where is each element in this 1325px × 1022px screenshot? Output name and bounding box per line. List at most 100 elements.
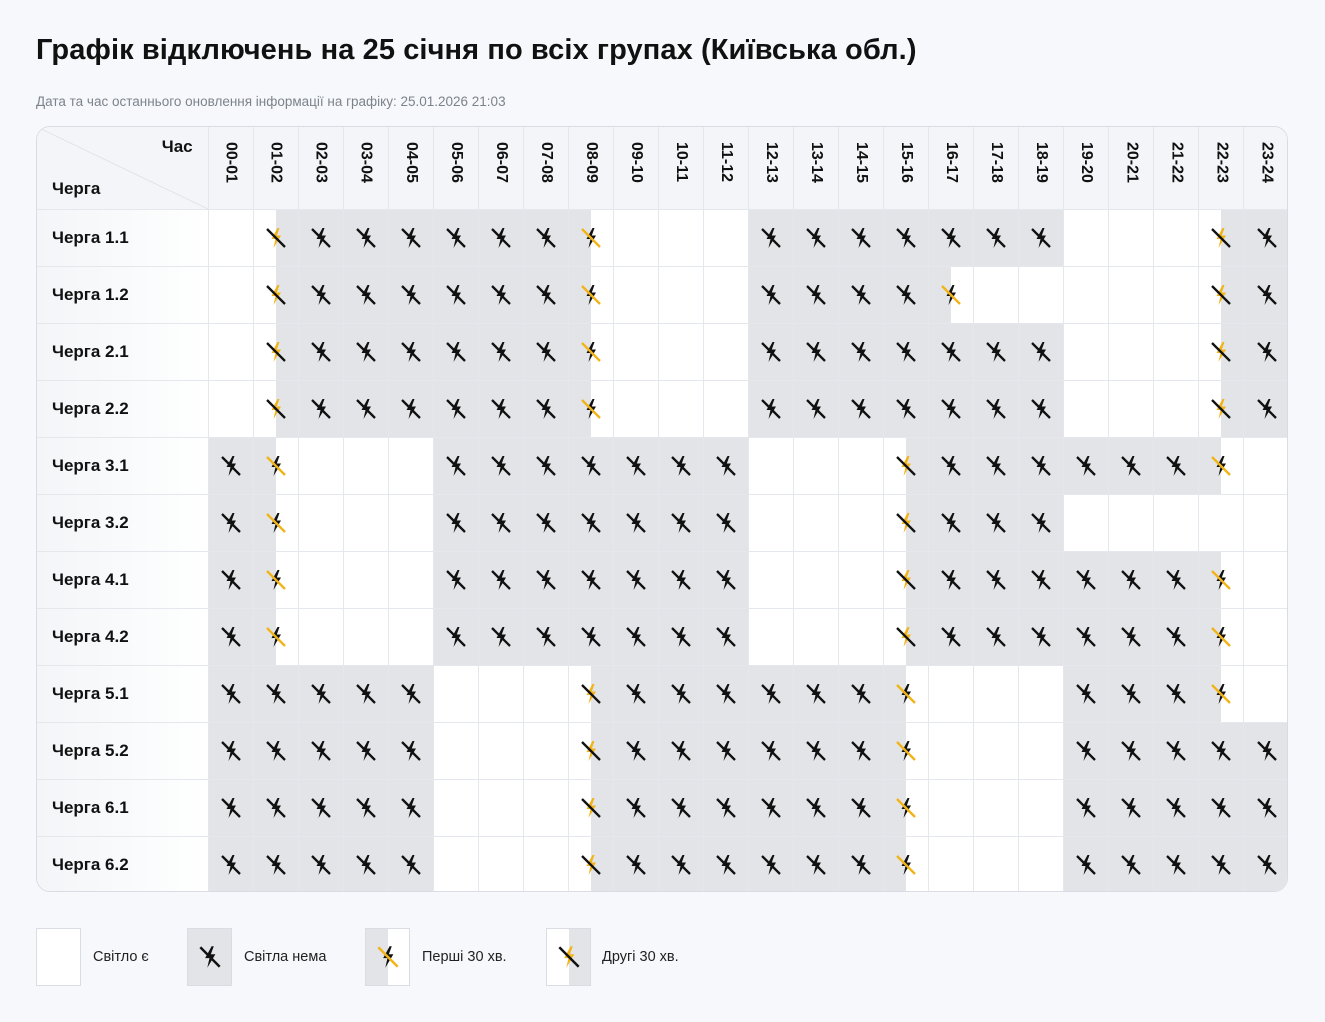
power-off-cell: [1018, 493, 1065, 552]
no-power-icon: [986, 569, 1006, 590]
no-power-icon: [986, 341, 1006, 362]
no-power-icon: [986, 455, 1006, 476]
power-off-cell: [1153, 664, 1200, 723]
power-off-cell: [702, 721, 750, 780]
power-on-cell: [432, 778, 479, 837]
power-off-second-half-cell: [252, 322, 299, 381]
power-on-cell: [702, 322, 750, 381]
no-power-icon: [1166, 626, 1187, 647]
power-on-cell: [387, 607, 434, 666]
no-power-icon: [1166, 797, 1187, 818]
power-off-cell: [207, 664, 254, 723]
power-off-first-half-cell: [252, 436, 299, 495]
queue-row: Черга 2.1: [37, 322, 1287, 381]
power-off-cell: [838, 835, 885, 891]
no-power-icon: [400, 854, 421, 875]
no-power-icon: [220, 512, 241, 533]
power-off-cell: [432, 208, 479, 267]
power-on-cell: [612, 322, 659, 381]
power-off-cell: [522, 322, 569, 381]
no-power-icon: [310, 740, 331, 761]
hour-label: 10-11: [672, 142, 690, 183]
power-on-cell: [657, 208, 704, 267]
power-off-cell: [838, 379, 885, 438]
queue-row: Черга 3.2: [37, 493, 1287, 552]
power-off-cell: [702, 778, 750, 837]
power-on-cell: [657, 265, 704, 324]
queue-label: Черга 1.1: [37, 208, 209, 267]
no-power-icon: [355, 398, 376, 419]
power-off-first-half-cell: [567, 265, 614, 324]
queue-row: Черга 1.2: [37, 265, 1287, 324]
power-off-cell: [883, 379, 930, 438]
power-on-cell: [477, 664, 524, 723]
power-off-cell: [1063, 778, 1110, 837]
power-off-cell: [1108, 550, 1155, 609]
power-on-cell: [1063, 208, 1110, 267]
power-off-cell: [928, 379, 975, 438]
power-off-cell: [387, 835, 434, 891]
no-power-icon: [400, 284, 421, 305]
no-power-first-half-icon: [896, 683, 916, 704]
power-off-cell: [342, 208, 389, 267]
power-on-cell: [1108, 265, 1155, 324]
power-off-cell: [838, 208, 885, 267]
no-power-icon: [1076, 626, 1097, 647]
no-power-icon: [851, 683, 871, 704]
power-on-cell: [387, 436, 434, 495]
power-on-cell: [342, 607, 389, 666]
power-off-cell: [342, 721, 389, 780]
hour-label: 14-15: [853, 142, 871, 183]
no-power-second-half-icon: [265, 227, 286, 248]
power-on-cell: [1063, 265, 1110, 324]
power-off-first-half-cell: [252, 550, 299, 609]
power-off-cell: [702, 835, 750, 891]
hour-column-header: 12-13: [747, 127, 795, 210]
no-power-icon: [355, 284, 376, 305]
power-off-cell: [297, 379, 344, 438]
power-off-cell: [928, 208, 975, 267]
hour-label: 18-19: [1033, 142, 1051, 183]
no-power-icon: [1256, 227, 1277, 248]
page-title: Графік відключень на 25 січня по всіх гр…: [36, 34, 917, 66]
hour-column-header: 02-03: [297, 127, 344, 210]
no-power-icon: [1166, 455, 1187, 476]
queue-row: Черга 5.1: [37, 664, 1287, 723]
power-off-second-half-cell: [252, 208, 299, 267]
no-power-icon: [310, 683, 331, 704]
power-off-cell: [1108, 778, 1155, 837]
queue-label: Черга 5.1: [37, 664, 209, 723]
no-power-icon: [626, 683, 646, 704]
power-on-cell: [477, 835, 524, 891]
no-power-icon: [1166, 569, 1187, 590]
power-off-cell: [1108, 664, 1155, 723]
power-off-cell: [207, 607, 254, 666]
power-on-cell: [522, 835, 569, 891]
no-power-icon: [806, 854, 826, 875]
power-on-cell: [432, 721, 479, 780]
power-off-cell: [747, 322, 795, 381]
no-power-icon: [265, 740, 286, 761]
no-power-icon: [1256, 740, 1277, 761]
power-on-cell: [928, 778, 975, 837]
no-power-icon: [1121, 626, 1142, 647]
legend-label-on: Світло є: [93, 949, 149, 965]
power-on-cell: [747, 607, 795, 666]
power-off-cell: [297, 322, 344, 381]
hour-label: 22-23: [1213, 142, 1231, 183]
power-on-cell: [1018, 664, 1065, 723]
power-off-cell: [928, 607, 975, 666]
no-power-icon: [491, 512, 511, 533]
no-power-second-half-icon: [1211, 341, 1232, 362]
no-power-icon: [986, 227, 1006, 248]
power-off-first-half-cell: [567, 379, 614, 438]
no-power-second-half-icon: [896, 569, 916, 590]
power-off-cell: [432, 607, 479, 666]
power-off-cell: [1153, 550, 1200, 609]
no-power-icon: [851, 854, 871, 875]
legend-swatch-on: [36, 928, 81, 986]
power-off-cell: [477, 436, 524, 495]
no-power-icon: [671, 854, 691, 875]
no-power-icon: [1166, 740, 1187, 761]
no-power-icon: [1031, 455, 1052, 476]
